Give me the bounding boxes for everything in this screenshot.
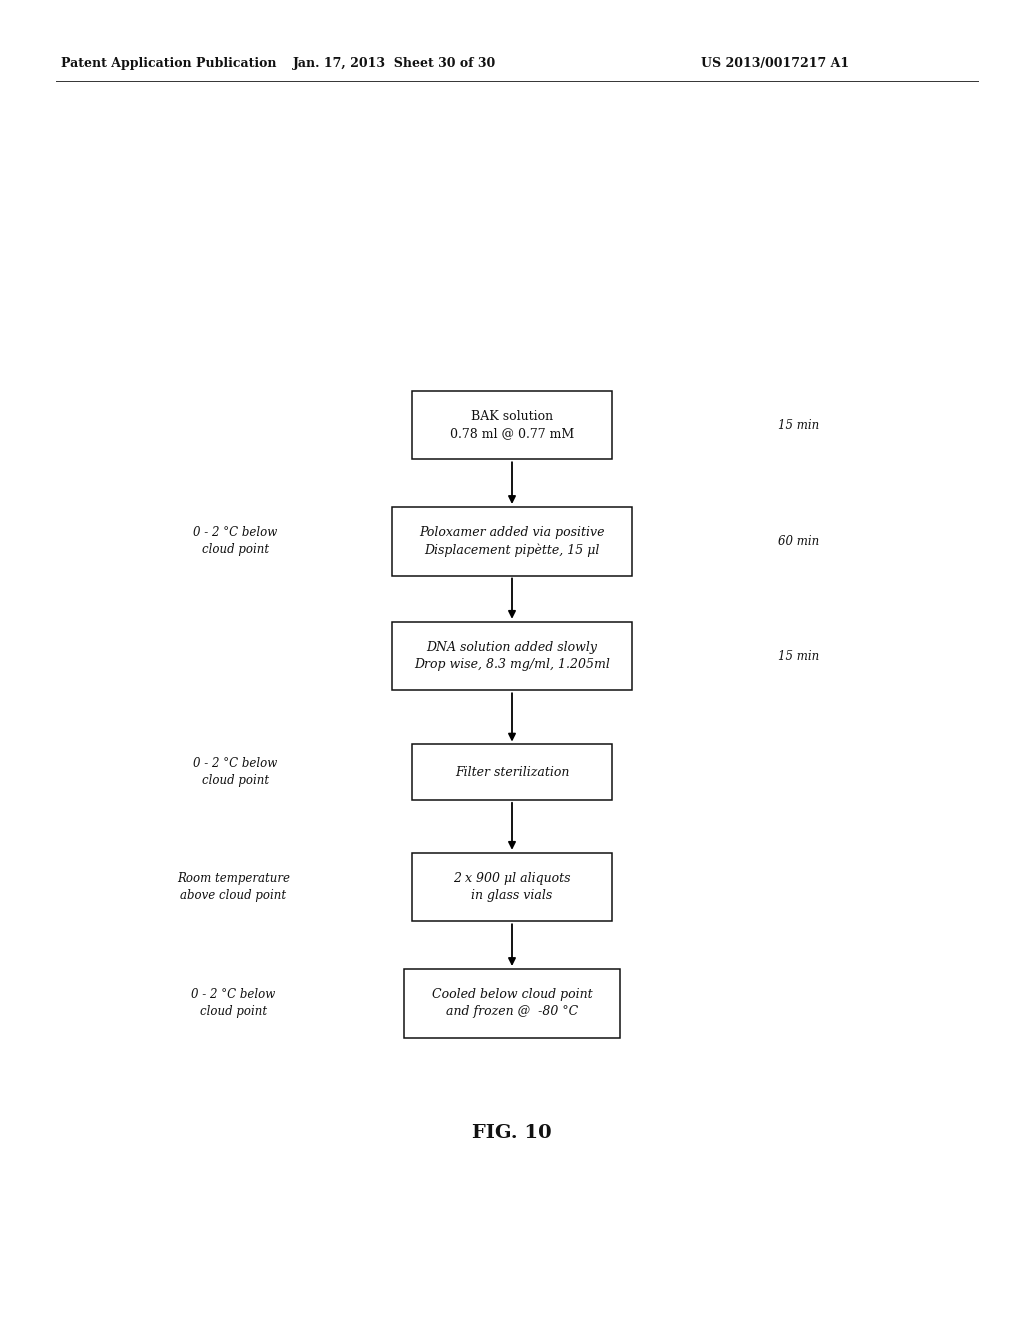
Text: 15 min: 15 min	[778, 418, 819, 432]
Text: 60 min: 60 min	[778, 535, 819, 548]
Text: 2 x 900 μl aliquots
in glass vials: 2 x 900 μl aliquots in glass vials	[454, 873, 570, 902]
Text: DNA solution added slowly
Drop wise, 8.3 mg/ml, 1.205ml: DNA solution added slowly Drop wise, 8.3…	[414, 642, 610, 671]
Text: Filter sterilization: Filter sterilization	[455, 766, 569, 779]
Bar	[412, 853, 611, 921]
Text: 0 - 2 °C below
cloud point: 0 - 2 °C below cloud point	[194, 527, 278, 556]
Bar	[391, 507, 632, 576]
Text: Cooled below cloud point
and frozen @  -80 °C: Cooled below cloud point and frozen @ -8…	[432, 989, 592, 1018]
Text: Patent Application Publication: Patent Application Publication	[61, 57, 276, 70]
Text: 15 min: 15 min	[778, 649, 819, 663]
Text: US 2013/0017217 A1: US 2013/0017217 A1	[701, 57, 850, 70]
Bar	[412, 744, 611, 800]
Bar	[412, 391, 611, 459]
Text: FIG. 10: FIG. 10	[472, 1123, 552, 1142]
Text: Poloxamer added via positive
Displacement pipètte, 15 μl: Poloxamer added via positive Displacemen…	[419, 525, 605, 557]
Text: Jan. 17, 2013  Sheet 30 of 30: Jan. 17, 2013 Sheet 30 of 30	[293, 57, 496, 70]
Bar	[391, 622, 632, 690]
Text: Room temperature
above cloud point: Room temperature above cloud point	[177, 873, 290, 902]
Text: 0 - 2 °C below
cloud point: 0 - 2 °C below cloud point	[194, 758, 278, 787]
Text: BAK solution
0.78 ml @ 0.77 mM: BAK solution 0.78 ml @ 0.77 mM	[450, 411, 574, 440]
Text: 0 - 2 °C below
cloud point: 0 - 2 °C below cloud point	[191, 989, 275, 1018]
Bar	[404, 969, 620, 1038]
